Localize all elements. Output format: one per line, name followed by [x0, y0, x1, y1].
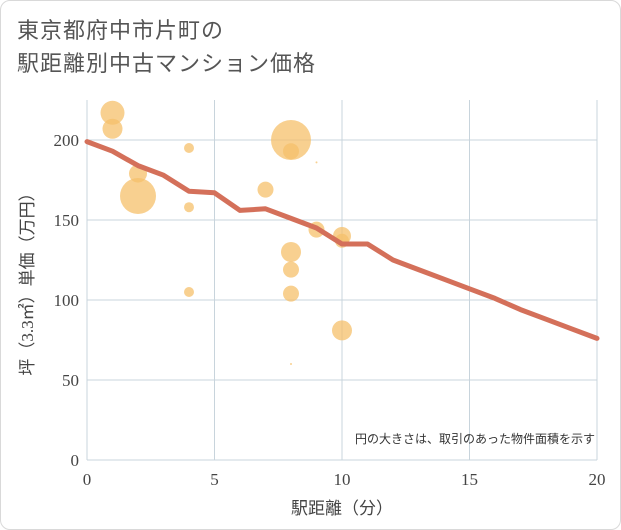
- bubble-size-note: 円の大きさは、取引のあった物件面積を示す: [355, 431, 595, 446]
- y-tick-label-4: 200: [54, 131, 80, 150]
- x-tick-label-0: 0: [83, 470, 92, 489]
- bubble-9: [283, 143, 299, 160]
- y-tick-label-1: 50: [62, 371, 79, 390]
- trend-line: [84, 139, 600, 341]
- y-tick-label-2: 100: [54, 291, 80, 310]
- bubble-7: [257, 181, 274, 198]
- y-tick-label-3: 150: [54, 211, 80, 230]
- bubble-18: [332, 320, 352, 341]
- trend-line-group: [84, 139, 600, 341]
- bubble-14: [315, 161, 318, 164]
- grid: [86, 100, 598, 461]
- bubble-0: [100, 100, 125, 125]
- y-axis-title: 坪（3.3㎡）単価（万円）: [18, 184, 37, 375]
- bubble-10: [281, 242, 301, 262]
- x-tick-label-1: 5: [210, 470, 219, 489]
- bubble-8: [271, 120, 311, 160]
- x-tick-label-4: 20: [589, 470, 606, 489]
- bubble-11: [283, 261, 299, 278]
- chart-title-line-1: 東京都府中市片町の: [17, 19, 225, 44]
- bubble-1: [102, 118, 123, 139]
- chart-title: 東京都府中市片町の 駅距離別中古マンション価格: [17, 15, 316, 81]
- bubble-4: [184, 143, 194, 153]
- bubble-13: [290, 363, 292, 365]
- y-tick-label-0: 0: [71, 451, 80, 470]
- bubble-12: [283, 285, 299, 302]
- bubble-3: [120, 178, 156, 214]
- x-axis-title: 駅距離（分）: [291, 499, 393, 518]
- bubble-6: [184, 287, 194, 297]
- bubble-5: [184, 202, 194, 213]
- x-tick-label-2: 10: [334, 470, 351, 489]
- x-tick-label-3: 15: [461, 470, 478, 489]
- chart-title-line-2: 駅距離別中古マンション価格: [17, 52, 317, 77]
